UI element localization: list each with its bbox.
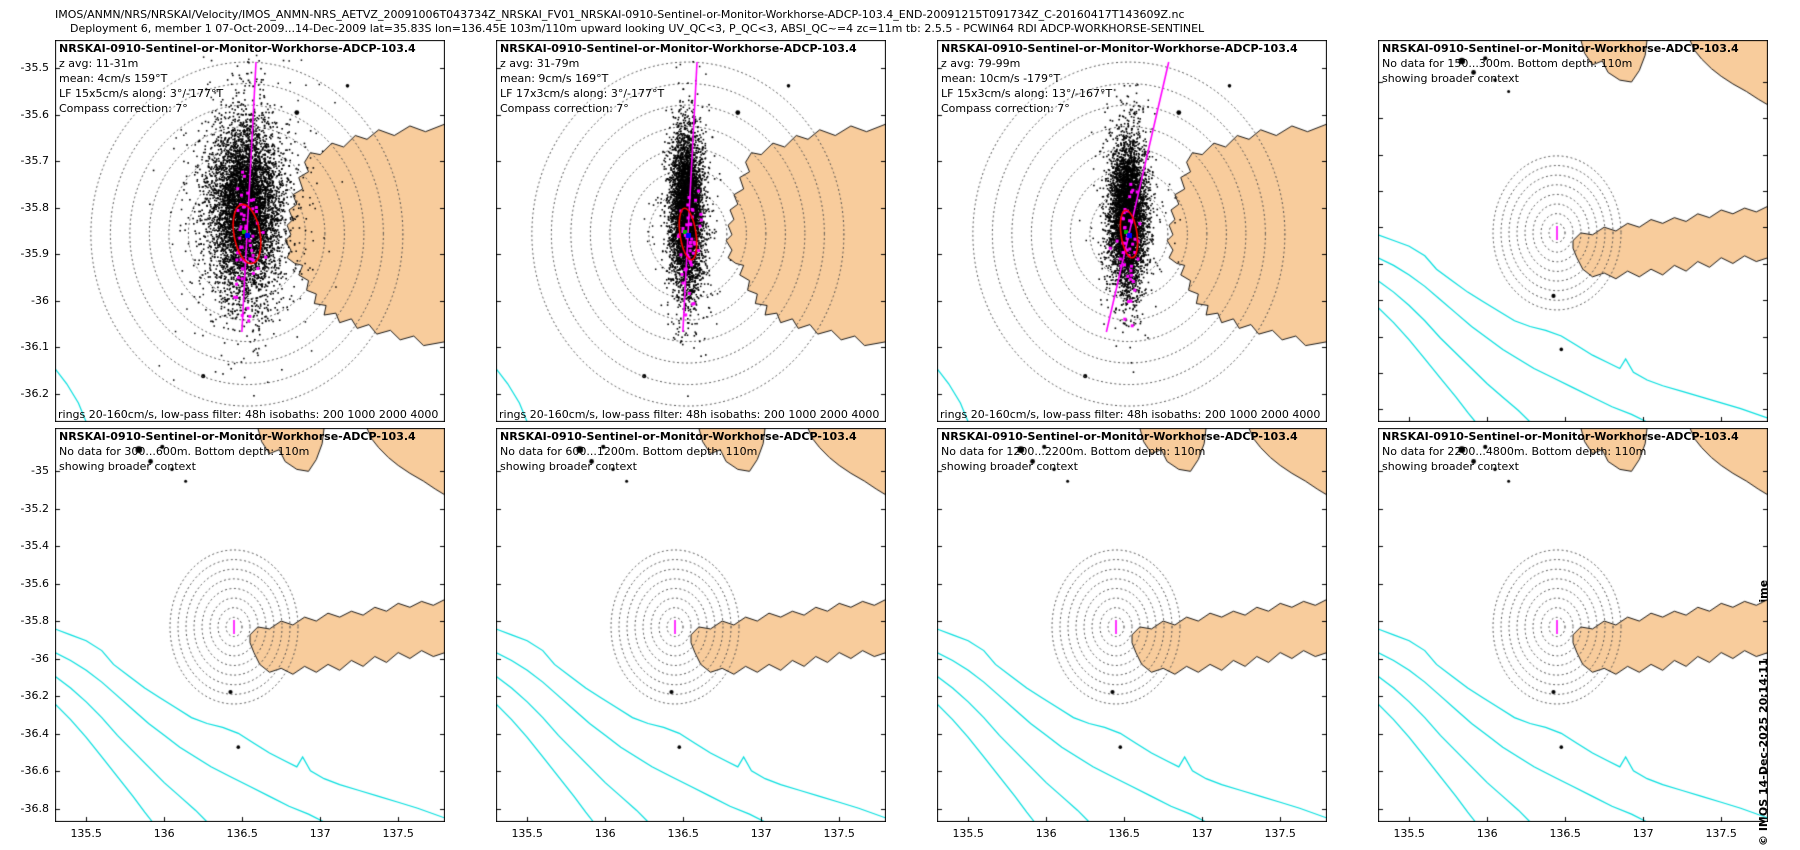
map-panel-p8: NRSKAI-0910-Sentinel-or-Monitor-Workhors…	[1378, 428, 1768, 822]
x-tick-label: 136.5	[1108, 827, 1140, 840]
p2-info-line-2: mean: 9cm/s 169°T	[500, 72, 609, 85]
p1-info-line-4: Compass correction: 7°	[59, 102, 188, 115]
x-tick-label: 135.5	[70, 827, 102, 840]
p4-info-line-2: showing broader context	[1382, 72, 1519, 85]
p2-info-line-3: LF 17x3cm/s along: 3°/-177°T	[500, 87, 665, 100]
x-tick-label: 137.5	[823, 827, 855, 840]
p7-info-line-1: No data for 1200...2200m. Bottom depth: …	[941, 445, 1206, 458]
x-tick-label: 136	[1476, 827, 1498, 840]
x-tick-label: 137	[750, 827, 772, 840]
map-panel-p1: NRSKAI-0910-Sentinel-or-Monitor-Workhors…	[55, 40, 445, 422]
y-tick-label: -36.8	[20, 801, 49, 815]
y-tick-label: -35.5	[20, 60, 49, 74]
p3-rings-footer: rings 20-160cm/s, low-pass filter: 48h i…	[940, 408, 1321, 421]
p3-title: NRSKAI-0910-Sentinel-or-Monitor-Workhors…	[941, 42, 1298, 55]
figure-title-line1: IMOS/ANMN/NRS/NRSKAI/Velocity/IMOS_ANMN-…	[55, 8, 1185, 21]
x-tick-label: 136	[594, 827, 616, 840]
p8-title: NRSKAI-0910-Sentinel-or-Monitor-Workhors…	[1382, 430, 1739, 443]
p6-map-canvas	[496, 428, 886, 822]
x-tick-label: 137	[1632, 827, 1654, 840]
y-tick-label: -35.7	[20, 154, 49, 168]
p7-info-line-2: showing broader context	[941, 460, 1078, 473]
y-tick-label: -35	[31, 464, 49, 478]
map-panel-p2: NRSKAI-0910-Sentinel-or-Monitor-Workhors…	[496, 40, 886, 422]
p5-info-line-2: showing broader context	[59, 460, 196, 473]
p1-rings-footer: rings 20-160cm/s, low-pass filter: 48h i…	[58, 408, 439, 421]
y-tick-label: -35.8	[20, 200, 49, 214]
y-tick-label: -35.2	[20, 501, 49, 515]
y-tick-label: -35.9	[20, 247, 49, 261]
p2-map-canvas	[496, 40, 886, 422]
p1-info-line-2: mean: 4cm/s 159°T	[59, 72, 168, 85]
x-tick-label: 137.5	[1705, 827, 1737, 840]
y-tick-label: -36.4	[20, 726, 49, 740]
y-tick-label: -36	[31, 293, 49, 307]
x-tick-label: 135.5	[952, 827, 984, 840]
x-tick-label: 137.5	[1264, 827, 1296, 840]
p1-title: NRSKAI-0910-Sentinel-or-Monitor-Workhors…	[59, 42, 416, 55]
p4-map-canvas	[1378, 40, 1768, 422]
p3-info-line-1: z avg: 79-99m	[941, 57, 1021, 70]
y-tick-label: -36.2	[20, 387, 49, 401]
p8-map-canvas	[1378, 428, 1768, 822]
y-tick-label: -36	[31, 651, 49, 665]
p4-info-line-1: No data for 150...300m. Bottom depth: 11…	[1382, 57, 1633, 70]
map-panel-p3: NRSKAI-0910-Sentinel-or-Monitor-Workhors…	[937, 40, 1327, 422]
x-tick-label: 137	[1191, 827, 1213, 840]
p7-title: NRSKAI-0910-Sentinel-or-Monitor-Workhors…	[941, 430, 1298, 443]
map-panel-p7: NRSKAI-0910-Sentinel-or-Monitor-Workhors…	[937, 428, 1327, 822]
x-tick-label: 135.5	[1393, 827, 1425, 840]
x-tick-label: 137	[309, 827, 331, 840]
y-tick-label: -36.1	[20, 340, 49, 354]
p3-info-line-2: mean: 10cm/s -179°T	[941, 72, 1061, 85]
y-tick-label: -35.6	[20, 107, 49, 121]
y-tick-label: -36.2	[20, 689, 49, 703]
map-panel-p6: NRSKAI-0910-Sentinel-or-Monitor-Workhors…	[496, 428, 886, 822]
p5-map-canvas	[55, 428, 445, 822]
p2-title: NRSKAI-0910-Sentinel-or-Monitor-Workhors…	[500, 42, 857, 55]
p2-info-line-1: z avg: 31-79m	[500, 57, 580, 70]
p5-info-line-1: No data for 300...600m. Bottom depth: 11…	[59, 445, 310, 458]
x-tick-label: 136.5	[667, 827, 699, 840]
p1-map-canvas	[55, 40, 445, 422]
p8-info-line-1: No data for 2200...4800m. Bottom depth: …	[1382, 445, 1647, 458]
p7-map-canvas	[937, 428, 1327, 822]
map-panel-p4: NRSKAI-0910-Sentinel-or-Monitor-Workhors…	[1378, 40, 1768, 422]
y-tick-label: -36.6	[20, 764, 49, 778]
x-tick-label: 136	[153, 827, 175, 840]
figure-title-line2: Deployment 6, member 1 07-Oct-2009...14-…	[70, 22, 1205, 35]
x-tick-label: 136	[1035, 827, 1057, 840]
p2-info-line-4: Compass correction: 7°	[500, 102, 629, 115]
x-tick-label: 136.5	[1549, 827, 1581, 840]
y-tick-label: -35.4	[20, 539, 49, 553]
x-tick-label: 137.5	[382, 827, 414, 840]
x-tick-label: 135.5	[511, 827, 543, 840]
p3-map-canvas	[937, 40, 1327, 422]
x-tick-label: 136.5	[226, 827, 258, 840]
p6-info-line-1: No data for 600...1200m. Bottom depth: 1…	[500, 445, 758, 458]
p3-info-line-4: Compass correction: 7°	[941, 102, 1070, 115]
p1-info-line-1: z avg: 11-31m	[59, 57, 139, 70]
p2-rings-footer: rings 20-160cm/s, low-pass filter: 48h i…	[499, 408, 880, 421]
p3-info-line-3: LF 15x3cm/s along: 13°/-167°T	[941, 87, 1113, 100]
p4-title: NRSKAI-0910-Sentinel-or-Monitor-Workhors…	[1382, 42, 1739, 55]
y-tick-label: -35.8	[20, 614, 49, 628]
p5-title: NRSKAI-0910-Sentinel-or-Monitor-Workhors…	[59, 430, 416, 443]
map-panel-p5: NRSKAI-0910-Sentinel-or-Monitor-Workhors…	[55, 428, 445, 822]
p6-info-line-2: showing broader context	[500, 460, 637, 473]
p6-title: NRSKAI-0910-Sentinel-or-Monitor-Workhors…	[500, 430, 857, 443]
p1-info-line-3: LF 15x5cm/s along: 3°/-177°T	[59, 87, 224, 100]
p8-info-line-2: showing broader context	[1382, 460, 1519, 473]
y-tick-label: -35.6	[20, 576, 49, 590]
